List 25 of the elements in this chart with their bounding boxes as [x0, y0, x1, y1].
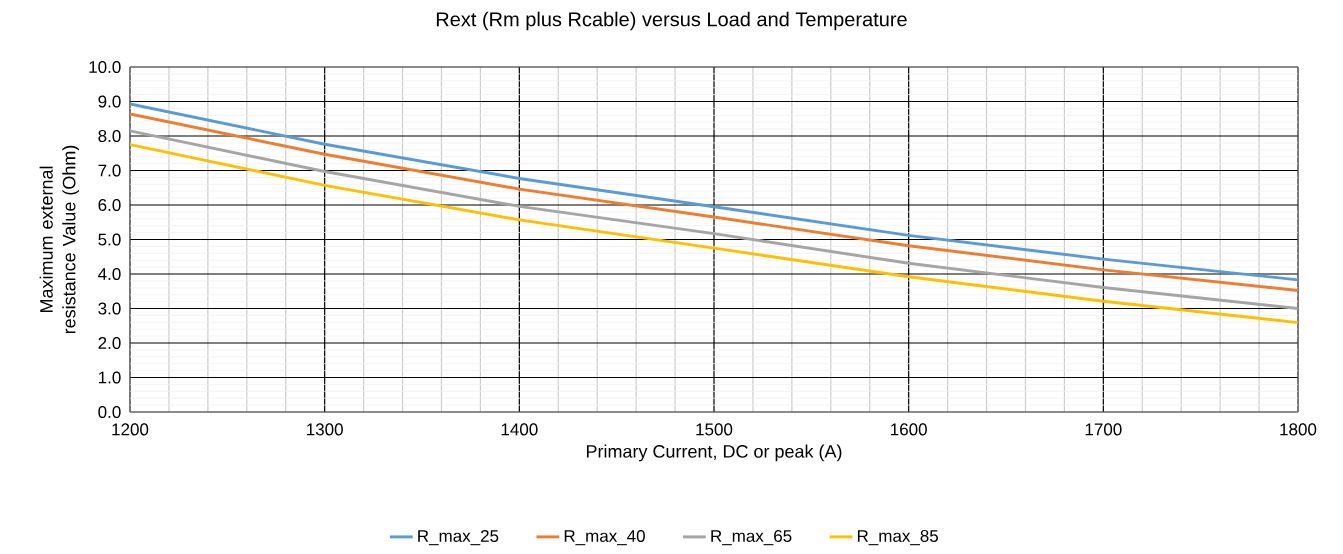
y-tick-label: 2.0 — [98, 336, 121, 350]
x-tick-label: 1600 — [891, 423, 927, 436]
y-tick-label: 10.0 — [89, 60, 121, 74]
x-tick-label: 1800 — [1280, 423, 1317, 436]
legend-label: R_max_65 — [711, 529, 792, 546]
x-tick-label: 1300 — [307, 423, 343, 436]
y-tick-label: 0.0 — [98, 405, 121, 419]
legend-label: R_max_85 — [857, 529, 939, 546]
legend-label: R_max_40 — [564, 529, 645, 546]
x-tick-label: 1700 — [1085, 423, 1122, 436]
y-tick-label: 4.0 — [98, 267, 121, 281]
x-tick-label: 1500 — [696, 423, 733, 436]
x-tick-label: 1200 — [112, 423, 149, 436]
y-tick-label: 7.0 — [98, 164, 121, 177]
x-tick-label: 1400 — [501, 423, 538, 436]
y-tick-label: 5.0 — [98, 233, 121, 246]
y-tick-label: 9.0 — [98, 95, 121, 108]
y-tick-label: 1.0 — [98, 371, 121, 384]
y-tick-label: 6.0 — [98, 198, 121, 212]
y-axis-title: Maximum external resistance Value (Ohm) — [39, 145, 80, 334]
legend-label: R_max_25 — [418, 529, 499, 546]
y-tick-label: 8.0 — [98, 129, 121, 143]
x-axis-title: Primary Current, DC or peak (A) — [586, 444, 842, 462]
y-tick-label: 3.0 — [98, 302, 121, 315]
chart-title: Rext (Rm plus Rcable) versus Load and Temperature — [436, 11, 907, 31]
